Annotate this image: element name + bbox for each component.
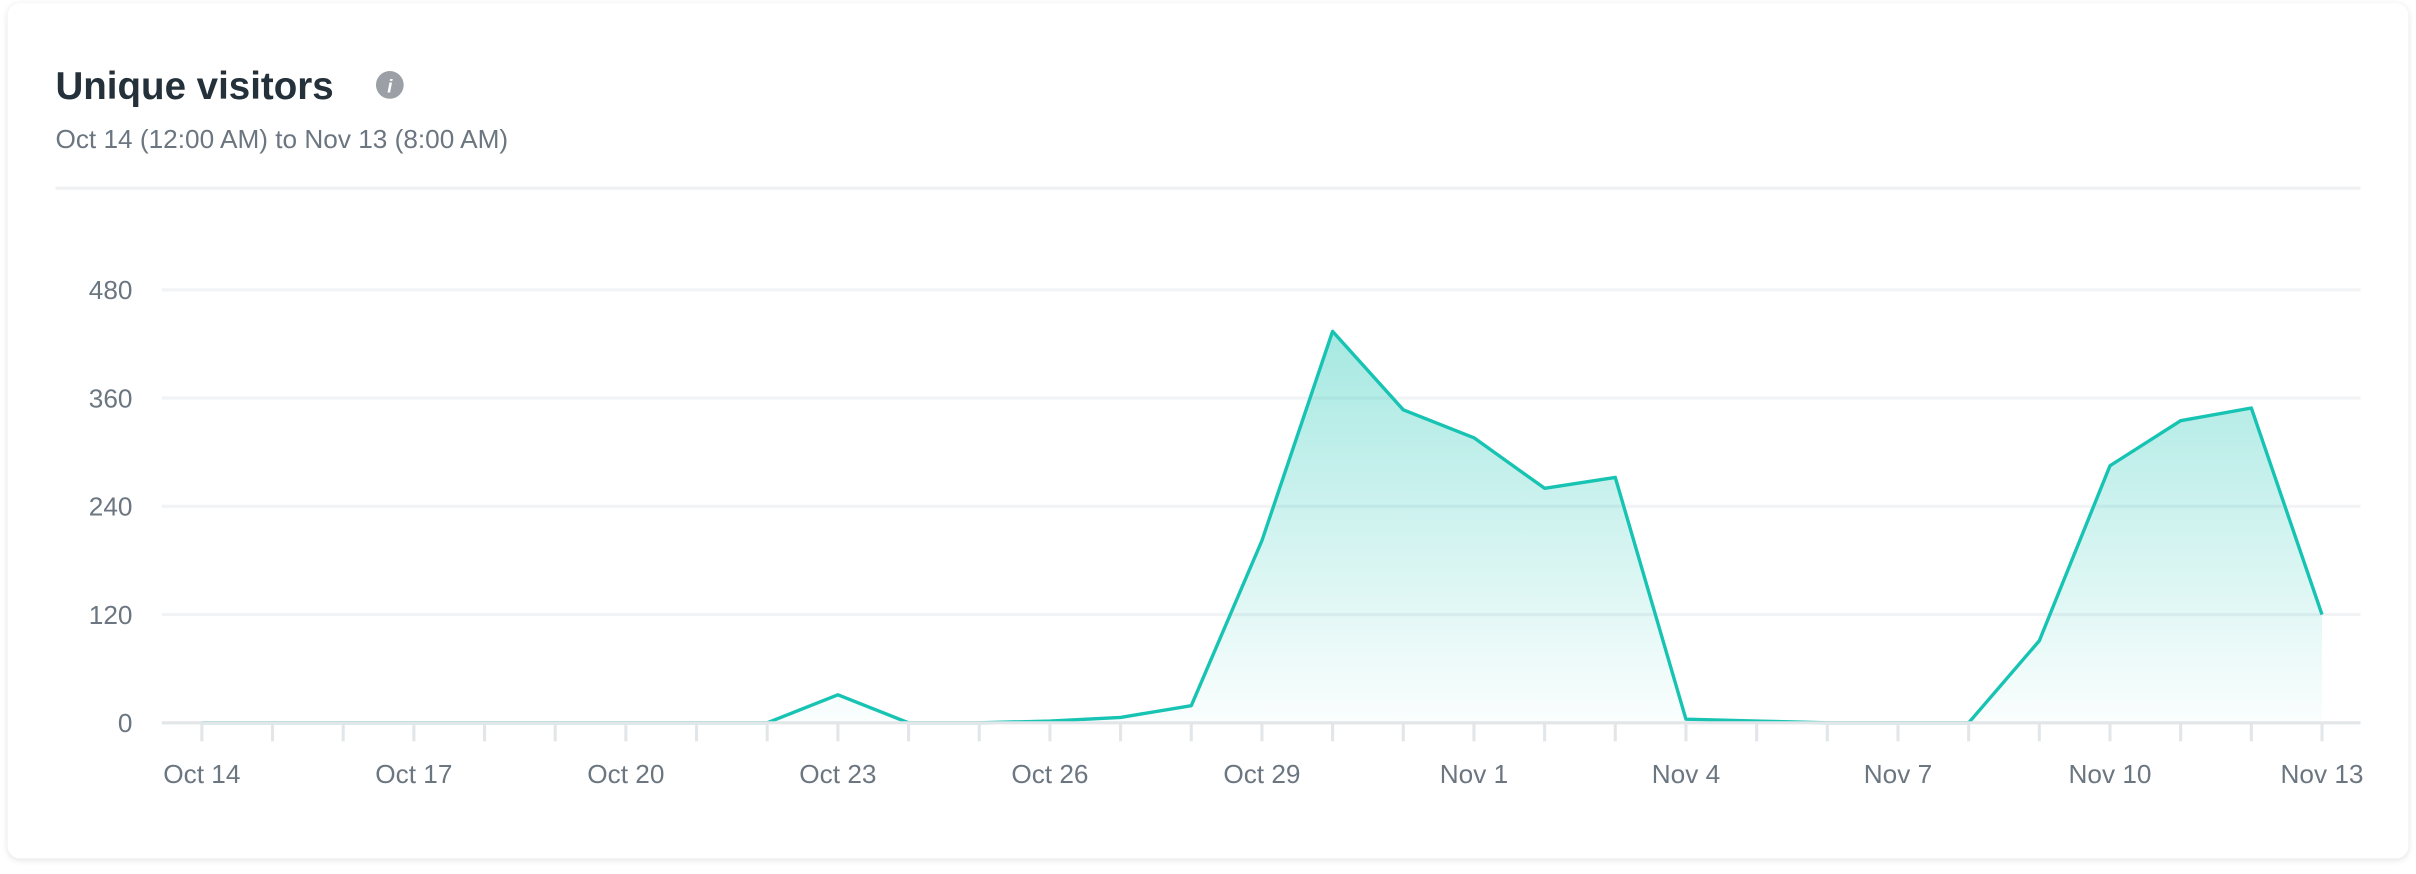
y-tick-label: 0: [118, 708, 133, 738]
x-tick-label: Nov 1: [1440, 759, 1508, 789]
y-tick-label: 480: [89, 275, 133, 305]
info-icon[interactable]: i: [375, 71, 404, 99]
x-tick-label: Oct 20: [587, 759, 664, 789]
card: [7, 3, 2409, 859]
x-tick-label: Nov 7: [1864, 759, 1932, 789]
x-tick-label: Nov 13: [2281, 759, 2364, 789]
x-tick-label: Oct 17: [375, 759, 452, 789]
subtitle: Oct 14 (12:00 AM) to Nov 13 (8:00 AM): [55, 124, 508, 154]
chart-title: Unique visitors: [55, 65, 333, 108]
y-tick-label: 360: [89, 383, 133, 413]
x-tick-label: Nov 4: [1652, 759, 1720, 789]
y-tick-label: 120: [89, 600, 133, 630]
x-tick-label: Oct 29: [1223, 759, 1300, 789]
x-tick-label: Oct 14: [163, 759, 240, 789]
area: [201, 331, 2323, 723]
y-tick-label: 240: [89, 492, 133, 522]
x-tick-label: Nov 10: [2069, 759, 2152, 789]
svg-text:i: i: [387, 76, 393, 97]
x-tick-label: Oct 23: [799, 759, 876, 789]
x-tick-label: Oct 26: [1011, 759, 1088, 789]
